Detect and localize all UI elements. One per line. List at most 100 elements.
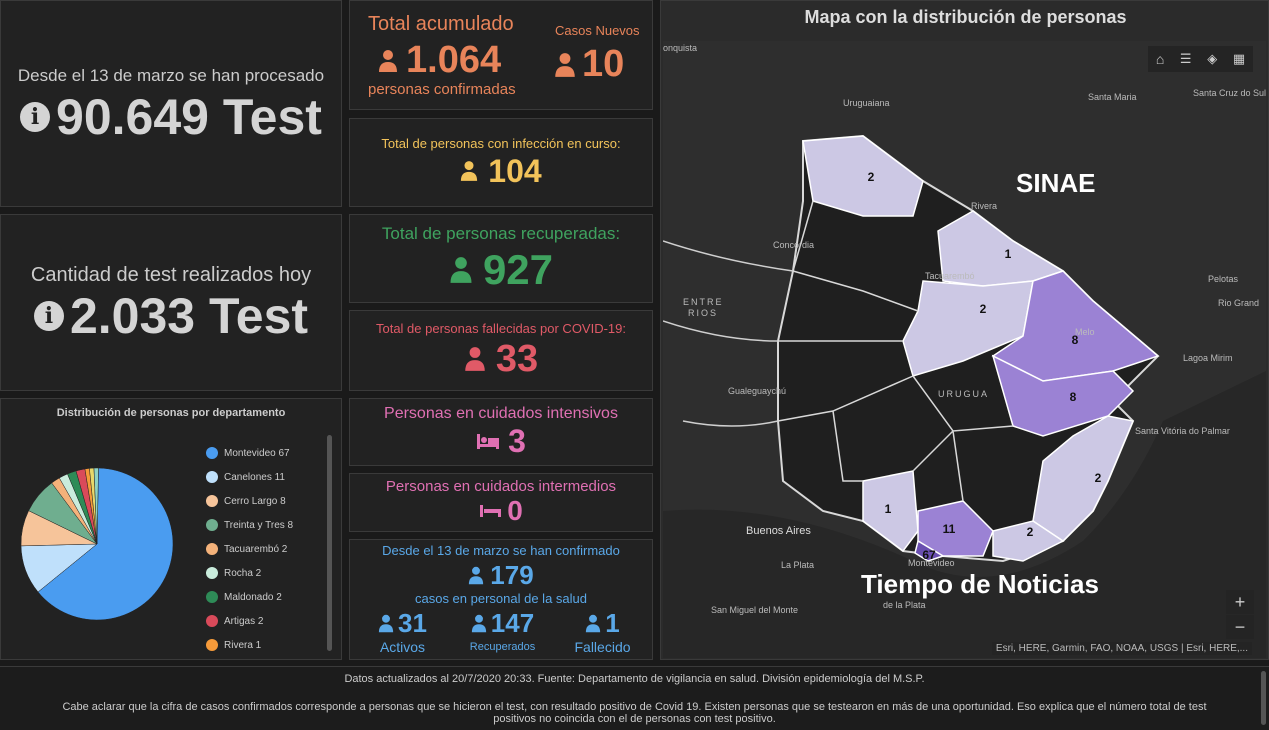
en-curso-title: Total de personas con infección en curso… bbox=[381, 135, 621, 151]
person-icon bbox=[450, 256, 472, 283]
place-label: La Plata bbox=[781, 560, 814, 570]
count-rocha: 2 bbox=[1095, 471, 1102, 485]
legend-icon[interactable]: ☰ bbox=[1179, 51, 1192, 66]
sea-area bbox=[663, 371, 1266, 658]
footer-scrollbar[interactable] bbox=[1261, 671, 1266, 725]
legend-item[interactable]: Artigas 2 bbox=[206, 609, 293, 633]
count-canelones: 11 bbox=[943, 522, 956, 536]
count-cerro-largo: 8 bbox=[1072, 333, 1079, 347]
tests-today-panel: Cantidad de test realizados hoy i 2.033 … bbox=[0, 214, 342, 391]
legend-swatch bbox=[206, 567, 218, 579]
place-label: Santa Maria bbox=[1088, 92, 1137, 102]
zoom-out-button[interactable]: − bbox=[1226, 615, 1254, 639]
nuevos-title: Casos Nuevos bbox=[555, 23, 640, 38]
person-icon bbox=[379, 49, 397, 72]
pie-chart bbox=[20, 467, 174, 621]
legend-label: Montevideo 67 bbox=[224, 447, 290, 459]
footer-line3: positivos no coincida con el de personas… bbox=[493, 713, 776, 725]
pie-legend: Montevideo 67 Canelones 11 Cerro Largo 8 Tr… bbox=[206, 441, 293, 657]
recuperadas-title: Total de personas recuperadas: bbox=[381, 223, 621, 243]
legend-label: Rivera 1 bbox=[224, 639, 262, 651]
dept-tacuarembo bbox=[902, 280, 1034, 377]
footer: Datos actualizados al 20/7/2020 20:33. F… bbox=[0, 666, 1269, 730]
place-label: Rivera bbox=[971, 201, 997, 211]
dept-counts: 2 1 2 8 8 2 1 11 2 67 bbox=[868, 170, 1102, 562]
place-label: onquista bbox=[663, 43, 697, 53]
place-label: Santa Cruz do Sul bbox=[1193, 88, 1266, 98]
intermedios-title: Personas en cuidados intermedios bbox=[385, 478, 617, 495]
place-label: Santa Vitória do Palmar bbox=[1135, 426, 1230, 436]
basemap-icon[interactable]: ▦ bbox=[1232, 51, 1246, 66]
legend-label: Canelones 11 bbox=[224, 471, 285, 483]
legend-label: Artigas 2 bbox=[224, 615, 264, 627]
nuevos-value: 10 bbox=[582, 43, 625, 85]
count-artigas: 2 bbox=[868, 170, 875, 184]
footer-line1: Datos actualizados al 20/7/2020 20:33. F… bbox=[344, 673, 925, 685]
map-panel: Mapa con la distribución de personas bbox=[660, 0, 1269, 660]
tests-today-value: 2.033 Test bbox=[69, 288, 309, 344]
info-icon[interactable]: i bbox=[20, 101, 51, 132]
legend-swatch bbox=[206, 639, 218, 651]
count-montevideo: 67 bbox=[922, 548, 936, 562]
pie-slice[interactable] bbox=[93, 467, 99, 545]
person-icon bbox=[378, 614, 394, 633]
person-icon bbox=[555, 52, 575, 77]
legend-swatch bbox=[206, 591, 218, 603]
legend-item[interactable]: Tacuarembó 2 bbox=[206, 537, 293, 561]
person-icon bbox=[586, 614, 601, 633]
legend-label: Maldonado 2 bbox=[224, 591, 282, 603]
person-icon bbox=[465, 347, 485, 371]
acumulado-panel: Total acumulado 1.064 personas confirmad… bbox=[349, 0, 653, 110]
legend-item[interactable]: Cerro Largo 8 bbox=[206, 489, 293, 513]
place-label: Concordia bbox=[773, 240, 814, 250]
legend-item[interactable]: Rivera 1 bbox=[206, 633, 293, 657]
place-label: de la Plata bbox=[883, 600, 926, 610]
place-label: URUGUA bbox=[938, 389, 989, 399]
place-label: Uruguaiana bbox=[843, 98, 890, 108]
salud-panel: Desde el 13 de marzo se han confirmado 1… bbox=[349, 539, 653, 660]
tests-total-label: Desde el 13 de marzo se han procesado bbox=[17, 65, 325, 85]
pie-title: Distribución de personas por departament… bbox=[56, 407, 286, 419]
zoom-in-button[interactable]: + bbox=[1226, 590, 1254, 614]
layers-icon[interactable]: ◈ bbox=[1207, 51, 1218, 66]
count-rivera: 1 bbox=[1005, 247, 1012, 261]
place-label: San Miguel del Monte bbox=[711, 605, 798, 615]
map-toolbar: ⌂ ☰ ◈ ▦ bbox=[1148, 46, 1253, 72]
place-label: Montevideo bbox=[908, 558, 955, 568]
legend-item[interactable]: Canelones 11 bbox=[206, 465, 293, 489]
fallecidas-value: 33 bbox=[495, 337, 539, 380]
intensivos-title: Personas en cuidados intensivos bbox=[384, 404, 618, 422]
intermedios-value: 0 bbox=[507, 495, 523, 526]
recuperadas-panel: Total de personas recuperadas: 927 bbox=[349, 214, 653, 303]
person-icon bbox=[469, 566, 484, 585]
salud-activos-value: 31 bbox=[398, 608, 427, 638]
map-svg[interactable]: 2 1 2 8 8 2 1 11 2 67 onquista Uruguaian… bbox=[663, 41, 1266, 658]
place-label: RIOS bbox=[688, 308, 718, 318]
salud-activos-label: Activos bbox=[379, 639, 426, 655]
map-attribution[interactable]: Esri, HERE, Garmin, FAO, NOAA, USGS | Es… bbox=[991, 642, 1252, 655]
legend-item[interactable]: Montevideo 67 bbox=[206, 441, 293, 465]
legend-swatch bbox=[206, 543, 218, 555]
salud-recuperados-value: 147 bbox=[490, 608, 535, 638]
legend-label: Treinta y Tres 8 bbox=[224, 519, 294, 531]
legend-swatch bbox=[206, 615, 218, 627]
person-icon bbox=[471, 614, 486, 633]
watermark-tiempo: Tiempo de Noticias bbox=[861, 569, 1099, 599]
dept-lines bbox=[777, 200, 1014, 502]
map-canvas[interactable]: 2 1 2 8 8 2 1 11 2 67 onquista Uruguaian… bbox=[663, 41, 1266, 658]
fallecidas-title: Total de personas fallecidas por COVID-1… bbox=[375, 320, 626, 336]
dept-maldonado bbox=[992, 520, 1065, 562]
salud-value: 179 bbox=[490, 560, 534, 590]
legend-item[interactable]: Rocha 2 bbox=[206, 561, 293, 585]
salud-recuperados-label: Recuperados bbox=[469, 641, 536, 653]
pie-panel: Distribución de personas por departament… bbox=[0, 398, 342, 660]
en-curso-value: 104 bbox=[488, 152, 542, 189]
legend-item[interactable]: Maldonado 2 bbox=[206, 585, 293, 609]
pie-slice[interactable] bbox=[37, 467, 174, 621]
home-icon[interactable]: ⌂ bbox=[1155, 51, 1165, 67]
tests-total-value: 90.649 Test bbox=[56, 88, 322, 145]
acumulado-title: Total acumulado bbox=[368, 13, 514, 35]
legend-scrollbar[interactable] bbox=[327, 435, 332, 651]
info-icon[interactable]: i bbox=[33, 301, 64, 331]
legend-item[interactable]: Treinta y Tres 8 bbox=[206, 513, 293, 537]
